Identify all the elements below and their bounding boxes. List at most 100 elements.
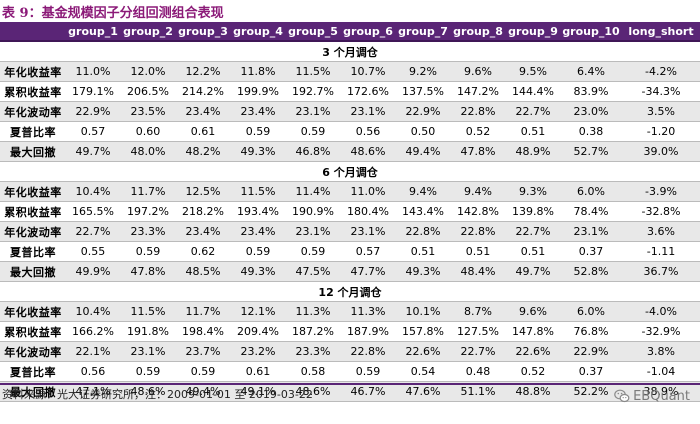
table-cell: 3.8% — [647, 345, 675, 358]
table-cell: 23.7% — [185, 345, 221, 358]
table-cell: 48.8% — [515, 385, 551, 398]
table-cell: 12.0% — [130, 65, 166, 78]
table-cell: -3.9% — [645, 185, 677, 198]
table-cell: 52.2% — [573, 385, 609, 398]
table-cell: 23.2% — [240, 345, 276, 358]
table-cell: 0.51 — [520, 245, 546, 258]
table-cell: 48.6% — [130, 385, 166, 398]
row-label: 年化收益率 — [4, 65, 62, 79]
table-cell: 0.59 — [190, 365, 216, 378]
table-cell: 52.8% — [573, 265, 609, 278]
row-label: 年化收益率 — [4, 185, 62, 199]
table-cell: 38.9% — [643, 385, 679, 398]
table-cell: 23.1% — [295, 225, 331, 238]
row-label: 最大回撤 — [10, 265, 56, 279]
table-cell: 39.0% — [643, 145, 679, 158]
section-header: 3 个月调仓 — [0, 42, 700, 62]
table-cell: 0.37 — [578, 245, 604, 258]
table-cell: 0.54 — [410, 365, 436, 378]
table-row: 年化波动率 22.7% 23.3% 23.4% 23.4% 23.1% 23.1% 22.8%… — [0, 222, 700, 242]
table-cell: 23.3% — [295, 345, 331, 358]
header-cell: group_6 — [343, 24, 393, 38]
table-cell: 49.3% — [240, 265, 276, 278]
table-cell: 165.5% — [72, 205, 114, 218]
table-cell: 0.55 — [80, 245, 106, 258]
table-cell: 172.6% — [347, 85, 389, 98]
row-label: 夏普比率 — [10, 245, 56, 259]
table-cell: 191.8% — [127, 325, 169, 338]
table-title: 表 9：基金规模因子分组回测组合表现 — [2, 6, 224, 21]
table-cell: 9.4% — [409, 185, 437, 198]
table-cell: 22.7% — [460, 345, 496, 358]
table-cell: 49.7% — [75, 145, 111, 158]
table-cell: 127.5% — [457, 325, 499, 338]
table-cell: 48.0% — [130, 145, 166, 158]
table-cell: 190.9% — [292, 205, 334, 218]
header-cell: group_5 — [288, 24, 338, 38]
table-cell: 22.1% — [75, 345, 111, 358]
table-cell: 206.5% — [127, 85, 169, 98]
section-header: 12 个月调仓 — [0, 282, 700, 302]
table-cell: 0.59 — [245, 245, 271, 258]
table-cell: 78.4% — [573, 205, 609, 218]
table-cell: 10.4% — [75, 185, 111, 198]
table-row: 年化收益率 10.4% 11.5% 11.7% 12.1% 11.3% 11.3% 10.1%… — [0, 302, 700, 322]
table-cell: 0.59 — [245, 125, 271, 138]
header-cell: group_10 — [562, 24, 620, 38]
table-cell: 0.60 — [135, 125, 161, 138]
table-cell: 0.51 — [465, 245, 491, 258]
table-cell: 9.2% — [409, 65, 437, 78]
table-cell: 166.2% — [72, 325, 114, 338]
table-cell: 10.7% — [350, 65, 386, 78]
table-cell: 47.1% — [75, 385, 111, 398]
table-row: 累积收益率 166.2% 191.8% 198.4% 209.4% 187.2% 187.9… — [0, 322, 700, 342]
table-cell: -1.11 — [646, 245, 676, 258]
table-cell: -4.2% — [645, 65, 677, 78]
table-cell: 187.9% — [347, 325, 389, 338]
table-cell: 23.4% — [240, 225, 276, 238]
table-cell: 3.6% — [647, 225, 675, 238]
row-label: 最大回撤 — [10, 145, 56, 159]
table-cell: 9.5% — [519, 65, 547, 78]
table-cell: 0.57 — [80, 125, 106, 138]
header-cell: group_2 — [123, 24, 173, 38]
table-cell: 10.4% — [75, 305, 111, 318]
table-row: 夏普比率 0.56 0.59 0.59 0.61 0.58 0.59 0.54 0.48 0.52… — [0, 362, 700, 382]
table-cell: 23.4% — [240, 105, 276, 118]
table-cell: 49.4% — [405, 145, 441, 158]
section-header: 6 个月调仓 — [0, 162, 700, 182]
row-label: 累积收益率 — [4, 85, 62, 99]
table-cell: 49.7% — [515, 265, 551, 278]
table-cell: -32.9% — [641, 325, 681, 338]
header-cell: long_short — [628, 24, 694, 38]
table-cell: 197.2% — [127, 205, 169, 218]
table-cell: 76.8% — [573, 325, 609, 338]
table-row: 年化收益率 10.4% 11.7% 12.5% 11.5% 11.4% 11.0% 9.4% 9… — [0, 182, 700, 202]
table-row: 年化波动率 22.9% 23.5% 23.4% 23.4% 23.1% 23.1% 22.9%… — [0, 102, 700, 122]
table-cell: 9.6% — [464, 65, 492, 78]
table-row: 年化波动率 22.1% 23.1% 23.7% 23.2% 23.3% 22.8% 22.6%… — [0, 342, 700, 362]
table-header: group_1 group_2 group_3 group_4 group_5 … — [0, 22, 700, 42]
header-cell: group_7 — [398, 24, 448, 38]
row-label: 夏普比率 — [10, 365, 56, 379]
row-label: 年化波动率 — [4, 345, 62, 359]
table-cell: 0.52 — [520, 365, 546, 378]
table-cell: 143.4% — [402, 205, 444, 218]
table-cell: 11.3% — [350, 305, 386, 318]
table-cell: 49.1% — [240, 385, 276, 398]
row-label: 累积收益率 — [4, 325, 62, 339]
header-cell — [0, 22, 66, 40]
table-cell: 12.2% — [185, 65, 221, 78]
table-cell: 47.6% — [405, 385, 441, 398]
row-label: 夏普比率 — [10, 125, 56, 139]
header-cell: group_4 — [233, 24, 283, 38]
table-cell: 51.1% — [460, 385, 496, 398]
table-row: 夏普比率 0.55 0.59 0.62 0.59 0.59 0.57 0.51 0.51 0.51… — [0, 242, 700, 262]
table-cell: 22.9% — [405, 105, 441, 118]
table-cell: 180.4% — [347, 205, 389, 218]
table-cell: 6.0% — [577, 185, 605, 198]
table-cell: 11.5% — [130, 305, 166, 318]
table-cell: 6.4% — [577, 65, 605, 78]
table-cell: 0.56 — [355, 125, 381, 138]
table-row: 夏普比率 0.57 0.60 0.61 0.59 0.59 0.56 0.50 0.52 0.51… — [0, 122, 700, 142]
